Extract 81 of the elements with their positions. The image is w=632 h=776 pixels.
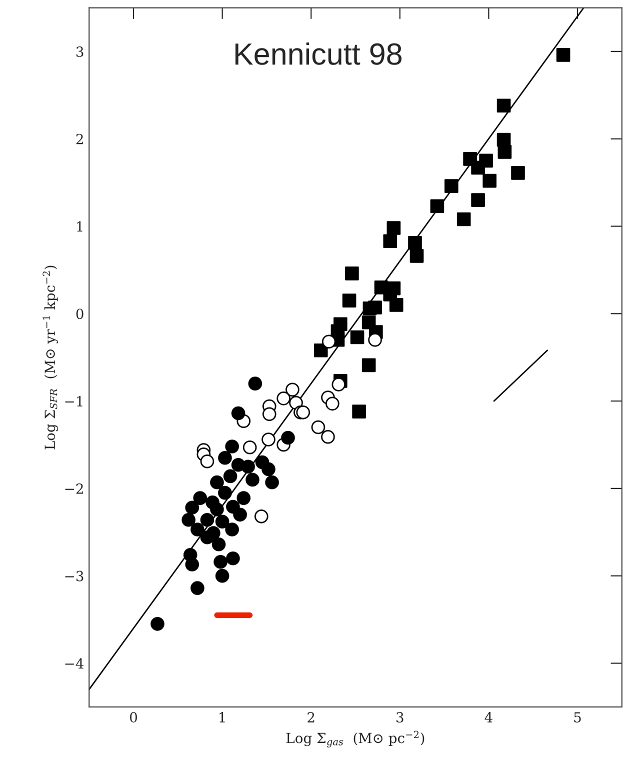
point <box>225 440 239 454</box>
point <box>368 332 382 347</box>
y-tick-label: −3 <box>65 570 84 582</box>
point <box>262 462 276 476</box>
x-axis-title: Log Σ$_{gas}$ (M⊙ pc$^{−2}$) <box>286 730 424 748</box>
y-tick-label: 3 <box>76 46 84 57</box>
y-tick-label: −4 <box>65 658 84 669</box>
point <box>200 513 214 527</box>
point <box>511 166 525 180</box>
point <box>248 376 262 390</box>
x-tick-label: 3 <box>396 712 404 723</box>
point <box>185 500 200 515</box>
point <box>332 378 346 392</box>
point <box>225 522 239 536</box>
point <box>200 454 214 468</box>
x-tick-label: 1 <box>220 712 225 722</box>
point <box>218 486 232 500</box>
y-tick-label: 2 <box>76 134 83 144</box>
point <box>262 432 276 446</box>
point <box>150 617 164 631</box>
x-tick-label: 5 <box>574 712 581 723</box>
point <box>456 212 471 226</box>
point <box>321 430 335 444</box>
point <box>410 249 424 263</box>
point <box>389 298 404 312</box>
point <box>223 469 238 484</box>
point <box>326 396 340 411</box>
point <box>471 193 485 207</box>
point <box>383 234 398 248</box>
annotation: Kennicutt 98 <box>235 42 402 65</box>
point <box>498 145 512 159</box>
point <box>386 221 401 235</box>
point <box>233 508 247 522</box>
point <box>265 475 279 490</box>
x-tick-label: 0 <box>130 712 138 723</box>
point <box>430 199 444 214</box>
point <box>190 522 204 536</box>
point <box>210 475 224 490</box>
point <box>246 472 260 487</box>
point <box>314 343 328 358</box>
point <box>212 537 226 552</box>
point <box>352 404 366 418</box>
x-tick-label: 4 <box>484 712 492 722</box>
point <box>241 460 255 474</box>
point <box>254 510 268 524</box>
x-tick-label: 2 <box>308 712 314 722</box>
point <box>368 300 382 314</box>
point <box>471 160 485 175</box>
y-tick-label: 0 <box>76 308 84 320</box>
point <box>215 514 230 529</box>
point <box>200 530 214 544</box>
point <box>210 502 224 516</box>
point <box>185 558 200 572</box>
point <box>496 98 511 113</box>
y-axis-title: Log Σ$_{SFR}$ (M⊙ yr$^{−1}$ kpc$^{−2}$) <box>42 266 58 450</box>
point <box>226 551 240 566</box>
point <box>296 406 310 420</box>
y-tick-label: −1 <box>65 396 82 406</box>
point <box>444 179 458 193</box>
point <box>408 236 422 250</box>
point <box>214 554 228 569</box>
point <box>362 358 376 372</box>
point <box>218 450 232 465</box>
point <box>350 330 364 344</box>
point <box>281 430 295 445</box>
y-tick-label: 1 <box>77 221 82 232</box>
point <box>311 420 326 434</box>
point <box>322 334 336 349</box>
point <box>231 406 246 420</box>
point <box>236 491 251 505</box>
point <box>345 266 359 280</box>
point <box>193 491 208 505</box>
point <box>262 407 276 422</box>
point <box>242 440 257 454</box>
point <box>556 48 570 62</box>
point <box>182 513 196 527</box>
point <box>482 174 496 188</box>
point <box>215 568 230 583</box>
y-tick-label: −2 <box>65 483 83 494</box>
point <box>342 294 356 308</box>
point <box>190 581 204 595</box>
